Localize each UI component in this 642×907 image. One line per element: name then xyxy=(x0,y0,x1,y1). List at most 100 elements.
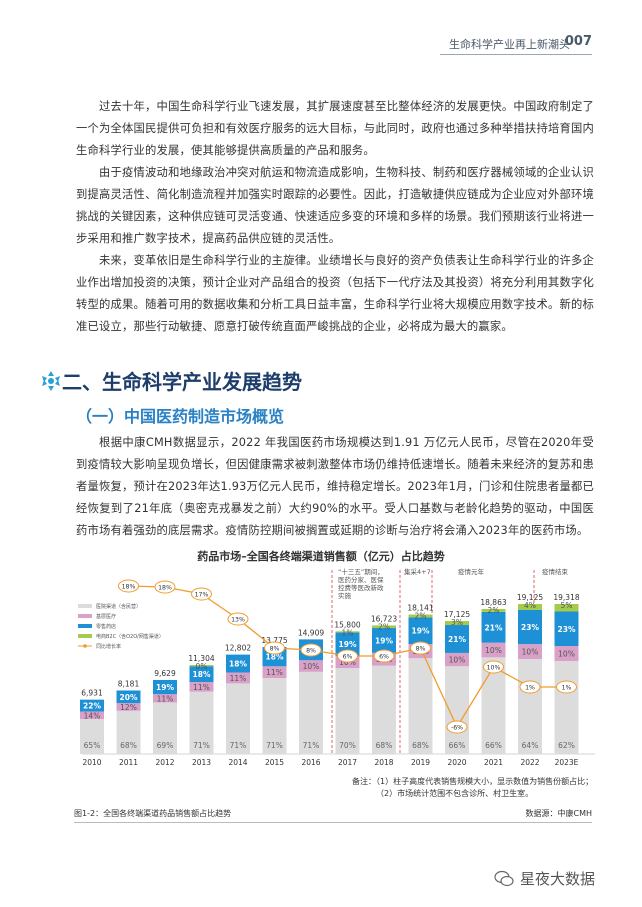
bar-label-2011-s2: 20% xyxy=(120,693,138,702)
bar-label-2011-s0: 68% xyxy=(120,741,137,750)
bar-segment-2015-s1 xyxy=(262,666,287,679)
bar-label-2011-s1: 12% xyxy=(120,703,137,712)
bar-label-2013-s3: 0% xyxy=(196,662,208,671)
growth-label-2022: 1% xyxy=(525,684,535,691)
growth-label-2013: 17% xyxy=(195,591,209,598)
bar-label-2014-s2: 18% xyxy=(229,660,247,669)
x-tick-2015: 2015 xyxy=(265,758,284,767)
bar-segment-2012-s1 xyxy=(153,694,177,703)
data-source: 数据源：中康CMH xyxy=(525,809,592,818)
growth-point-2012 xyxy=(154,580,176,594)
period-label-pandemic-year-one: 疫情元年 xyxy=(458,567,485,576)
chart-title: 药品市场–全国各终端渠道销售额（亿元）占比趋势 xyxy=(197,550,445,563)
chart-legend: 医院渠道（含民营） 基层医疗 零售药店 电商B2C（含O2O/网售渠道） 同比增… xyxy=(78,603,164,650)
bar-label-2022-s0: 64% xyxy=(522,741,539,750)
bar-segment-2013-s0 xyxy=(189,691,214,754)
bar-segment-2010-s1 xyxy=(80,711,104,720)
x-tick-2014: 2014 xyxy=(228,758,247,767)
x-tick-2017: 2017 xyxy=(338,758,357,767)
growth-point-2022 xyxy=(519,680,541,694)
bar-label-2014-s0: 71% xyxy=(230,741,247,750)
bar-segment-2019-s0 xyxy=(408,658,433,754)
total-label-2020: 17,125 xyxy=(444,610,470,619)
watermark-text: 星夜大数据 xyxy=(520,870,596,888)
bar-segment-2014-s1 xyxy=(226,672,250,684)
bar-label-2018-s3: 2% xyxy=(378,622,390,631)
total-label-2012: 9,629 xyxy=(154,669,176,678)
watermark: 星夜大数据 xyxy=(494,868,595,889)
growth-label-2021: 10% xyxy=(487,664,501,671)
section-title: 二、生命科学产业发展趋势 xyxy=(62,370,302,394)
x-tick-2023E: 2023E xyxy=(555,758,579,767)
bar-segment-2018-s0 xyxy=(372,665,396,754)
growth-label-2023E: 1% xyxy=(562,684,572,691)
total-label-2018: 16,723 xyxy=(371,614,397,623)
x-tick-2010: 2010 xyxy=(82,758,101,767)
bar-segment-2020-s1 xyxy=(445,652,469,667)
bar-label-2014-s1: 11% xyxy=(230,674,247,683)
growth-label-2017: 6% xyxy=(343,653,353,660)
x-tick-2011: 2011 xyxy=(119,758,138,767)
growth-label-2015: 8% xyxy=(270,645,280,652)
bar-label-2013-s0: 71% xyxy=(193,741,210,750)
snowflake-icon xyxy=(42,371,60,391)
growth-point-2021 xyxy=(483,660,504,674)
bar-label-2018-s0: 68% xyxy=(376,741,393,750)
growth-point-2020 xyxy=(446,720,468,734)
bar-label-2010-s1: 14% xyxy=(84,711,101,720)
growth-label-2012: 18% xyxy=(158,584,172,591)
bar-segment-2021-s3 xyxy=(481,608,506,612)
bar-label-2020-s3: 3% xyxy=(451,618,463,627)
legend-swatch-retail xyxy=(78,624,92,628)
bar-label-2015-s2: 18% xyxy=(266,653,284,662)
bar-label-2010-s2: 22% xyxy=(83,702,101,711)
bar-segment-2021-s2 xyxy=(481,611,506,643)
bar-label-2021-s0: 66% xyxy=(485,741,502,750)
growth-point-2018 xyxy=(373,649,395,663)
bar-segment-2010-s2 xyxy=(80,699,104,712)
bar-label-2023E-s1: 10% xyxy=(558,650,575,659)
total-label-2016: 14,909 xyxy=(298,628,324,637)
legend-label-hospital: 医院渠道（含民营） xyxy=(96,603,141,610)
x-tick-2020: 2020 xyxy=(447,758,466,767)
bar-segment-2017-s2 xyxy=(335,632,360,656)
growth-label-2011: 18% xyxy=(122,583,136,590)
total-label-2021: 18,863 xyxy=(480,598,506,607)
growth-point-2023E xyxy=(556,680,577,694)
legend-label-retail: 零售药店 xyxy=(96,623,116,630)
bar-label-2021-s2: 21% xyxy=(485,623,503,632)
paragraph-4: 根据中康CMH数据显示，2022 年我国医药市场规模达到1.91 万亿元人民币，… xyxy=(76,436,594,537)
x-tick-2013: 2013 xyxy=(192,758,211,767)
total-label-2014: 12,802 xyxy=(225,644,251,653)
growth-point-2019 xyxy=(410,641,431,655)
bar-label-2019-s2: 19% xyxy=(412,627,430,636)
bar-label-2012-s0: 69% xyxy=(157,741,174,750)
bar-label-2013-s1: 11% xyxy=(193,683,210,692)
x-tick-2018: 2018 xyxy=(374,758,393,767)
bar-segment-2022-s3 xyxy=(518,604,542,610)
bar-label-2022-s1: 10% xyxy=(522,648,539,657)
bar-label-2016-s0: 71% xyxy=(303,741,320,750)
bar-segment-2014-s2 xyxy=(226,654,250,673)
total-label-2013: 11,304 xyxy=(188,654,214,663)
growth-label-2014: 13% xyxy=(231,616,245,623)
bar-segment-2013-s2 xyxy=(189,666,214,683)
total-label-2017: 15,800 xyxy=(334,620,360,629)
x-tick-2022: 2022 xyxy=(520,758,539,767)
growth-point-2017 xyxy=(337,649,358,663)
bar-segment-2023E-s2 xyxy=(554,611,579,646)
bar-label-2017-s3: 1% xyxy=(342,628,354,637)
x-tick-2012: 2012 xyxy=(155,758,174,767)
caption-divider xyxy=(74,822,592,823)
bar-segment-2023E-s1 xyxy=(554,646,579,661)
bar-segment-2017-s0 xyxy=(335,668,360,754)
bar-label-2012-s1: 11% xyxy=(157,694,174,703)
legend-swatch-hospital xyxy=(78,604,92,608)
bar-segment-2018-s2 xyxy=(372,628,396,653)
period-label-pandemic-end: 疫情结束 xyxy=(542,567,569,576)
bar-label-2022-s3: 4% xyxy=(524,601,536,610)
bar-label-2021-s1: 10% xyxy=(485,646,502,655)
header-divider xyxy=(440,54,592,55)
bar-segment-2014-s0 xyxy=(226,683,250,754)
bar-segment-2020-s2 xyxy=(445,625,469,653)
